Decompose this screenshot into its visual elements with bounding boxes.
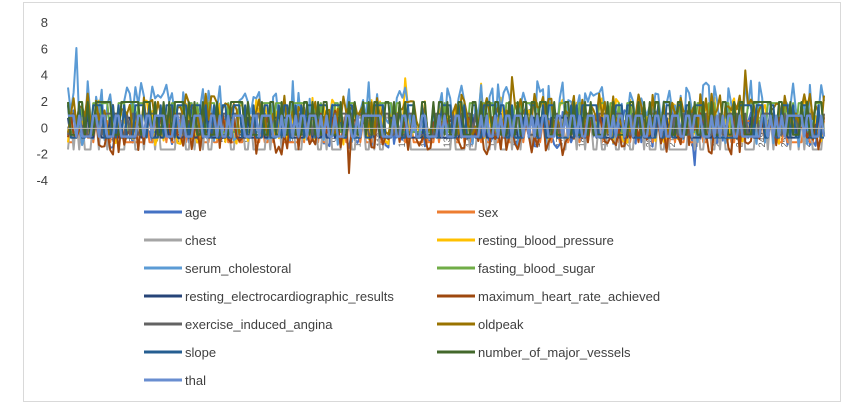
- legend-label: resting_blood_pressure: [478, 233, 614, 248]
- y-axis-ticks: -4 -2 0 2 4 6 8: [36, 15, 48, 188]
- legend-label: slope: [185, 345, 216, 360]
- legend-label: chest: [185, 233, 216, 248]
- legend-label: age: [185, 205, 207, 220]
- y-tick-label: 6: [41, 41, 48, 56]
- legend-label: thal: [185, 373, 206, 388]
- y-tick-label: -4: [36, 173, 48, 188]
- y-tick-label: 4: [41, 68, 48, 83]
- x-tick-label: 137: [442, 132, 452, 147]
- legend-label: sex: [478, 205, 499, 220]
- x-tick-label: 169: [532, 132, 542, 147]
- chart-frame: -4 -2 0 2 4 6 8 9 17 25 33 41 49 57 65 73 81 89 97 105 113 1…: [23, 2, 841, 402]
- y-tick-label: 8: [41, 15, 48, 30]
- legend-label: exercise_induced_angina: [185, 317, 333, 332]
- legend-label: serum_cholestoral: [185, 261, 291, 276]
- legend-label: resting_electrocardiographic_results: [185, 289, 394, 304]
- x-tick-label: 105: [352, 132, 362, 147]
- x-tick-label: 217: [667, 132, 677, 147]
- y-tick-label: 0: [41, 120, 48, 135]
- legend-label: oldpeak: [478, 317, 524, 332]
- x-tick-label: 257: [779, 132, 789, 147]
- legend-label: number_of_major_vessels: [478, 345, 631, 360]
- series-lines: [67, 47, 826, 175]
- legend: age sex chest resting_blood_pressure serum_c…: [144, 205, 660, 388]
- legend-label: maximum_heart_rate_achieved: [478, 289, 660, 304]
- y-tick-label: 2: [41, 94, 48, 109]
- y-tick-label: -2: [36, 147, 48, 162]
- x-tick-label: 249: [757, 132, 767, 147]
- legend-label: fasting_blood_sugar: [478, 261, 596, 276]
- x-tick-label: 185: [577, 132, 587, 147]
- series-line-thal: [68, 114, 826, 138]
